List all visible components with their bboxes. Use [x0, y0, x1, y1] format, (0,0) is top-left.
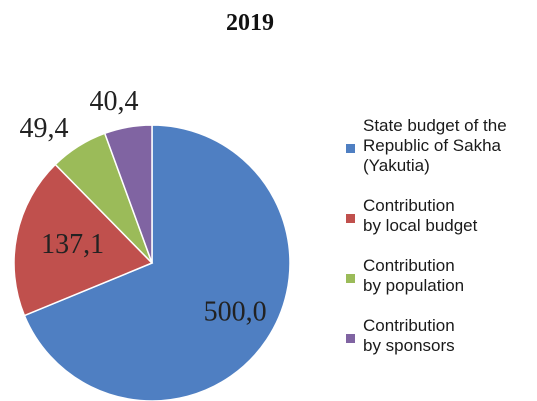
legend-item-sponsors: Contribution by sponsors — [346, 316, 537, 356]
data-label-state-budget: 500,0 — [204, 297, 267, 328]
legend-label-line: State budget of the — [363, 116, 507, 135]
legend-label-line: Republic of Sakha — [363, 136, 501, 155]
legend-label-line: Contribution — [363, 316, 455, 335]
chart-title: 2019 — [226, 10, 274, 36]
pie-slice-state-budget — [23, 124, 291, 401]
data-label-population: 49,4 — [20, 113, 69, 144]
legend: State budget of the Republic of Sakha (Yak… — [346, 116, 537, 356]
data-label-sponsors: 40,4 — [90, 86, 139, 117]
legend-item-population: Contribution by population — [346, 256, 537, 296]
legend-label-line: by local budget — [363, 216, 478, 235]
legend-swatch-population — [346, 274, 355, 283]
legend-swatch-sponsors — [346, 334, 355, 343]
legend-item-local-budget: Contribution by local budget — [346, 196, 537, 236]
legend-label-line: by population — [363, 276, 465, 295]
legend-label-line: by sponsors — [363, 336, 455, 355]
legend-swatch-state-budget — [346, 144, 355, 153]
legend-label-line: Contribution — [363, 196, 455, 215]
pie-slice-local-budget — [13, 163, 154, 317]
legend-label-line: (Yakutia) — [363, 156, 430, 175]
pie-slice-sponsors — [103, 124, 153, 264]
legend-item-state-budget: State budget of the Republic of Sakha (Yak… — [346, 116, 537, 176]
data-label-local-budget: 137,1 — [41, 229, 104, 260]
legend-swatch-local-budget — [346, 214, 355, 223]
legend-label-line: Contribution — [363, 256, 455, 275]
